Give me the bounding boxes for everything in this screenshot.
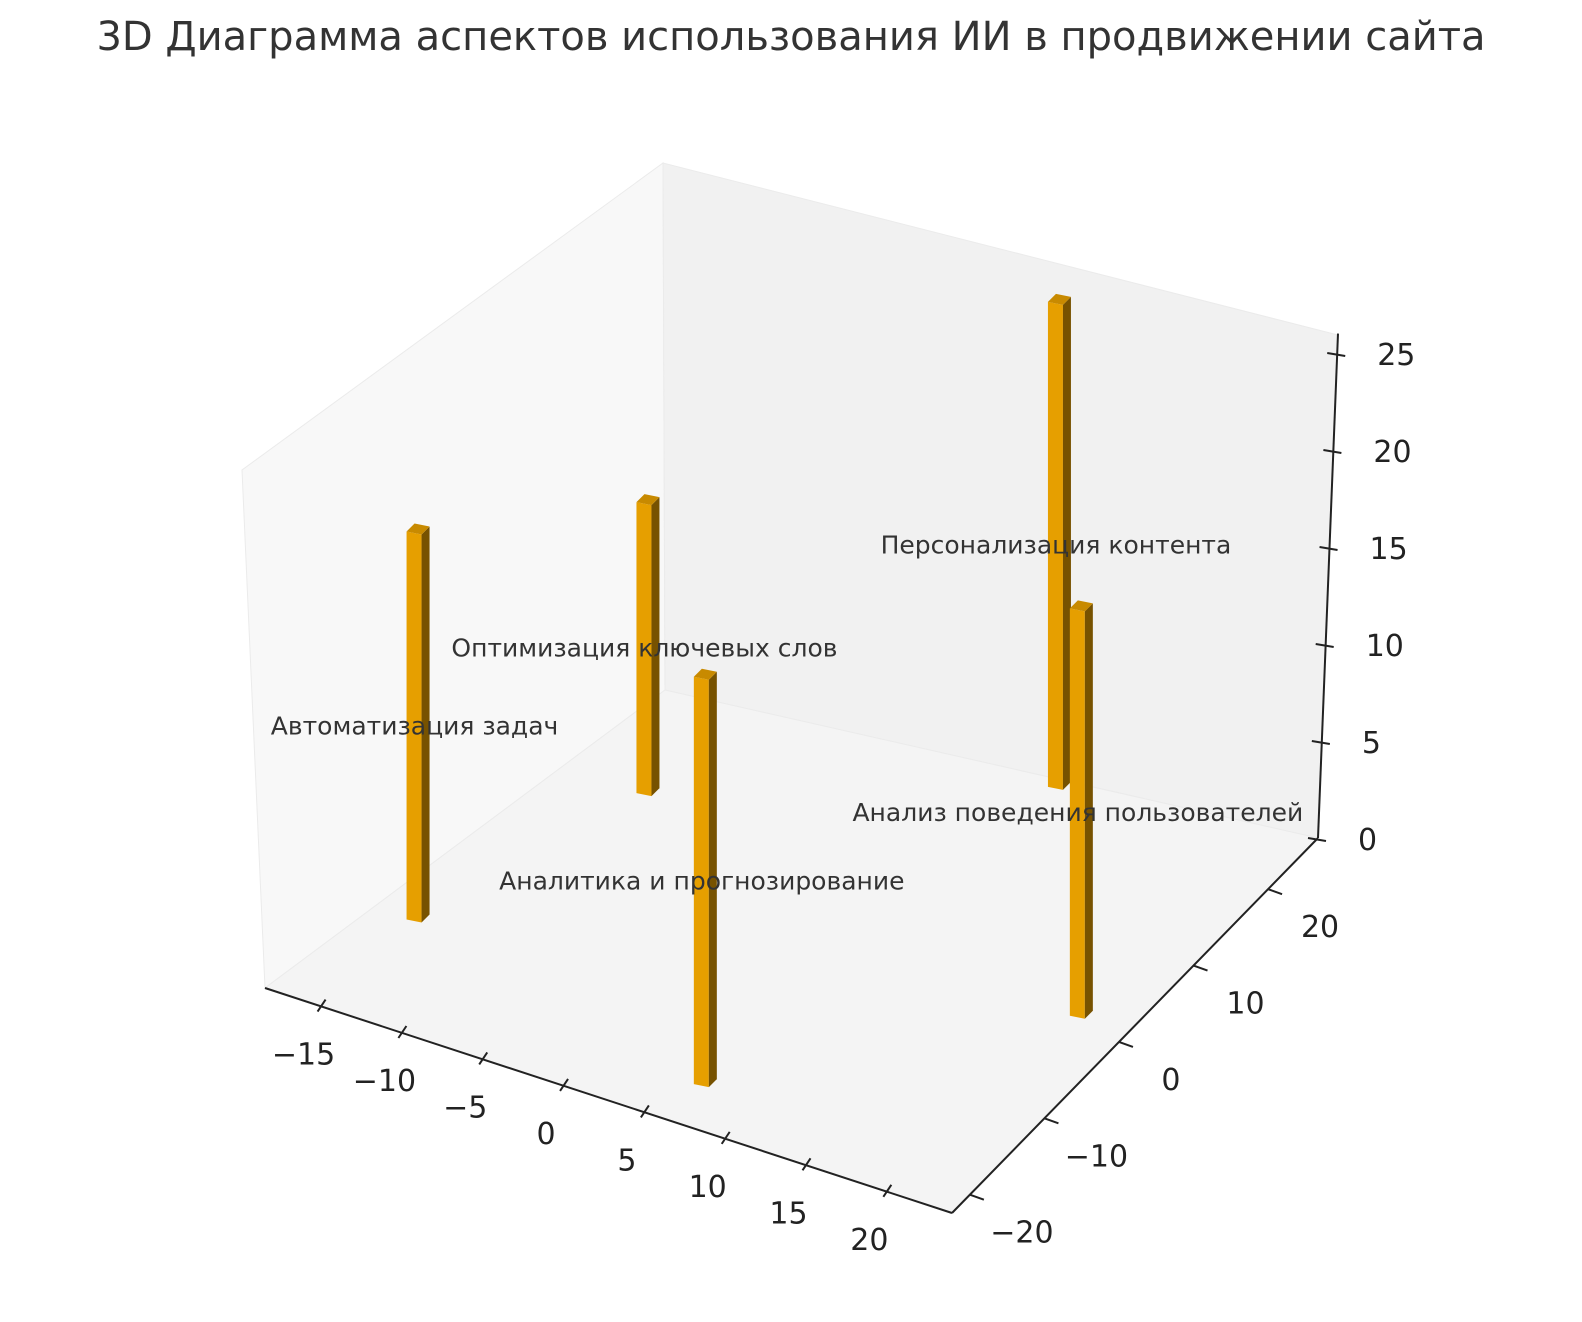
y-axis-line — [951, 837, 1319, 1214]
y-tick-label: 20 — [1301, 910, 1339, 945]
x-tick — [478, 1051, 489, 1066]
bar-top-face — [636, 494, 660, 506]
bar-top-face — [1047, 293, 1071, 305]
bar-label: Аналитика и прогнозирование — [499, 866, 904, 895]
y-tick — [969, 1193, 985, 1201]
z-tick-label: 5 — [1362, 726, 1381, 761]
z-tick — [1319, 546, 1338, 551]
x-tick — [801, 1157, 812, 1171]
z-tick-label: 15 — [1370, 532, 1408, 567]
x-tick-label: −15 — [272, 1038, 335, 1073]
x-tick — [640, 1104, 650, 1118]
z-tick-label: 10 — [1366, 629, 1404, 664]
y-tick — [1044, 1117, 1059, 1125]
z-tick-label: 20 — [1373, 435, 1411, 470]
bar — [1069, 600, 1093, 1019]
x-tick-label: 0 — [537, 1117, 556, 1152]
x-tick — [397, 1025, 408, 1039]
x-tick — [882, 1184, 893, 1198]
z-tick — [1315, 643, 1334, 648]
z-tick — [1327, 352, 1346, 357]
bar-top-face — [406, 523, 430, 535]
bar — [1047, 293, 1071, 790]
bar-top-face — [1069, 600, 1093, 612]
bar-front-face — [1069, 608, 1085, 1019]
y-tick — [1118, 1040, 1134, 1048]
x-tick-label: 15 — [769, 1196, 807, 1231]
x-tick-label: −10 — [353, 1064, 416, 1099]
bar-side-face — [651, 497, 660, 797]
x-tick — [559, 1078, 569, 1092]
bar-side-face — [1084, 603, 1093, 1019]
x-tick — [316, 998, 327, 1013]
bar-front-face — [406, 531, 422, 923]
bar-side-face — [421, 526, 430, 923]
bar — [693, 668, 717, 1088]
z-tick — [1307, 837, 1327, 842]
y-tick — [1267, 888, 1283, 896]
x-tick-label: 5 — [617, 1143, 636, 1178]
x-tick-label: 10 — [689, 1170, 727, 1205]
z-axis-line — [1317, 333, 1339, 839]
y-tick-label: −10 — [1065, 1139, 1128, 1174]
y-tick — [1193, 964, 1208, 972]
y-tick-label: 10 — [1226, 987, 1264, 1022]
bar-label: Автоматизация задач — [271, 711, 559, 740]
bar-front-face — [1047, 301, 1063, 790]
z-tick — [1311, 740, 1331, 745]
z-tick-label: 0 — [1358, 823, 1377, 858]
bar-label: Персонализация контента — [881, 530, 1232, 559]
bar-label: Оптимизация ключевых слов — [451, 634, 837, 663]
bar-front-face — [636, 502, 652, 797]
x-tick-label: 20 — [850, 1223, 888, 1258]
bar-label: Анализ поведения пользователей — [852, 798, 1303, 827]
z-tick-label: 25 — [1377, 338, 1415, 373]
y-tick-label: −20 — [990, 1216, 1053, 1251]
bar-front-face — [693, 676, 709, 1088]
bar-side-face — [708, 671, 717, 1088]
bar-side-face — [1062, 296, 1071, 790]
bar-top-face — [693, 668, 717, 680]
bar — [636, 494, 660, 797]
chart-title: 3D Диаграмма аспектов использования ИИ в… — [96, 14, 1486, 60]
x-tick — [720, 1131, 731, 1145]
y-tick-label: 0 — [1161, 1063, 1180, 1098]
bar — [406, 523, 430, 923]
z-tick — [1323, 449, 1342, 454]
x-tick-label: −5 — [443, 1090, 487, 1125]
x-axis-line — [264, 987, 953, 1214]
